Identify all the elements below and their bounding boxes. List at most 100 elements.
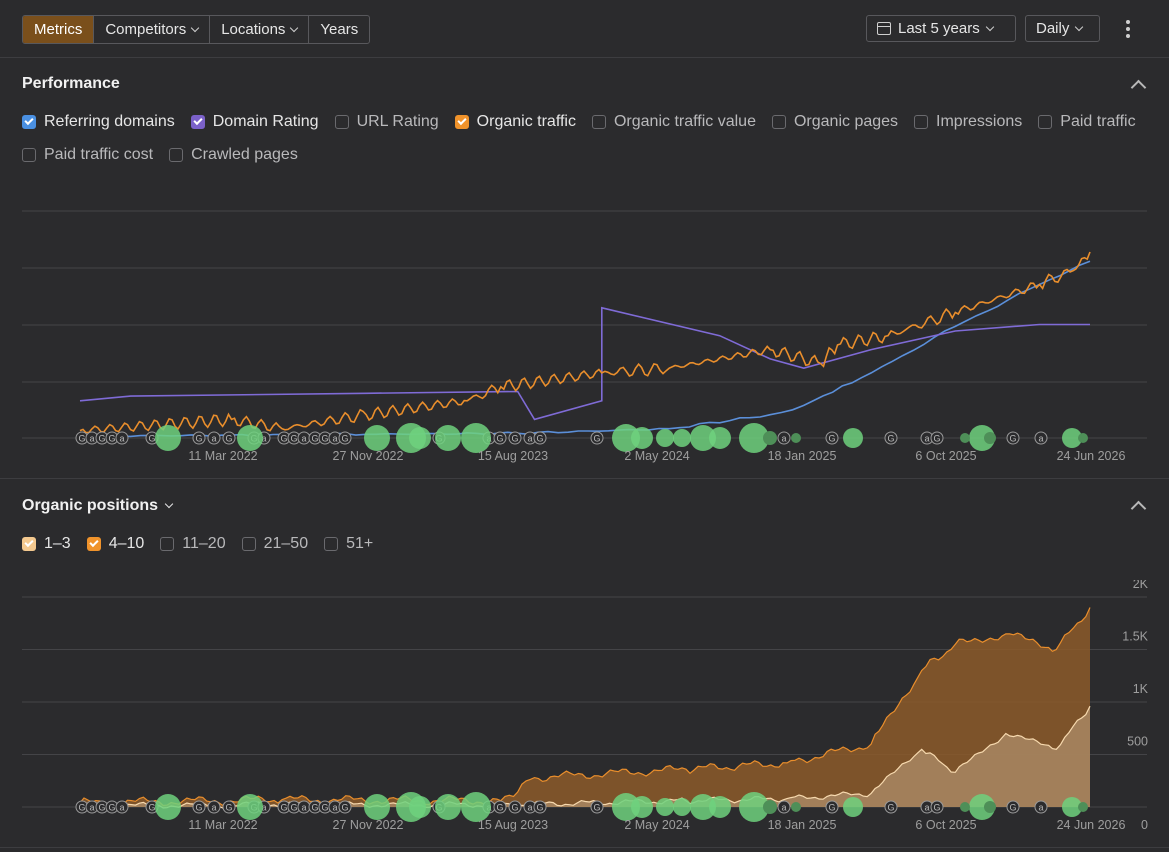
annotation-dot[interactable] bbox=[673, 429, 691, 447]
google-update-icon[interactable]: G bbox=[105, 431, 119, 445]
annotation-dot[interactable] bbox=[364, 425, 390, 451]
range-checkbox-4[interactable]: 51+ bbox=[324, 527, 373, 560]
google-update-icon[interactable]: G bbox=[590, 800, 604, 814]
annotation-dot[interactable] bbox=[739, 792, 769, 822]
collapse-positions-icon[interactable] bbox=[1130, 500, 1147, 517]
google-update-icon[interactable]: G bbox=[1006, 431, 1020, 445]
google-update-icon[interactable]: G bbox=[95, 431, 109, 445]
google-update-icon[interactable]: a bbox=[920, 431, 934, 445]
google-update-icon[interactable]: G bbox=[493, 431, 507, 445]
annotation-dot[interactable] bbox=[709, 796, 731, 818]
annotation-dot[interactable] bbox=[763, 800, 777, 814]
tab-competitors[interactable]: Competitors bbox=[94, 16, 211, 43]
annotation-dot[interactable] bbox=[631, 796, 653, 818]
annotation-dot[interactable] bbox=[364, 794, 390, 820]
google-update-icon[interactable]: G bbox=[930, 800, 944, 814]
google-update-icon[interactable]: G bbox=[508, 800, 522, 814]
google-update-icon[interactable]: G bbox=[192, 800, 206, 814]
annotation-dot[interactable] bbox=[656, 798, 674, 816]
google-update-icon[interactable]: G bbox=[825, 800, 839, 814]
annotation-dot[interactable] bbox=[461, 423, 491, 453]
annotation-dot[interactable] bbox=[969, 794, 995, 820]
tab-years[interactable]: Years bbox=[309, 16, 369, 43]
annotation-dot[interactable] bbox=[656, 429, 674, 447]
organic-positions-dropdown[interactable]: Organic positions bbox=[22, 497, 174, 515]
google-update-icon[interactable]: G bbox=[590, 431, 604, 445]
annotation-dot[interactable] bbox=[237, 425, 263, 451]
annotation-dot[interactable] bbox=[739, 423, 769, 453]
annotation-dot[interactable] bbox=[763, 431, 777, 445]
google-update-icon[interactable]: G bbox=[192, 431, 206, 445]
annotation-dot[interactable] bbox=[690, 794, 716, 820]
annotation-dot[interactable] bbox=[612, 424, 640, 452]
annotation-dot[interactable] bbox=[1062, 428, 1082, 448]
annotation-dot[interactable] bbox=[984, 432, 996, 444]
google-update-icon[interactable]: G bbox=[533, 800, 547, 814]
annotation-dot[interactable] bbox=[631, 427, 653, 449]
google-update-icon[interactable]: a bbox=[1034, 431, 1048, 445]
annotation-dot[interactable] bbox=[960, 433, 970, 443]
granularity-dropdown[interactable]: Daily bbox=[1025, 15, 1100, 42]
google-update-icon[interactable]: G bbox=[145, 800, 159, 814]
annotation-dot[interactable] bbox=[1078, 433, 1088, 443]
range-checkbox-1[interactable]: 4–10 bbox=[86, 527, 144, 560]
annotation-dot[interactable] bbox=[709, 427, 731, 449]
google-update-icon[interactable]: G bbox=[338, 431, 352, 445]
google-update-icon[interactable]: a bbox=[85, 800, 99, 814]
metric-checkbox-8[interactable]: Paid traffic cost bbox=[22, 138, 153, 171]
annotation-dot[interactable] bbox=[237, 794, 263, 820]
tab-locations[interactable]: Locations bbox=[210, 16, 310, 43]
google-update-icon[interactable]: G bbox=[508, 431, 522, 445]
google-update-icon[interactable]: G bbox=[145, 431, 159, 445]
annotation-dot[interactable] bbox=[1062, 797, 1082, 817]
annotation-dot[interactable] bbox=[435, 794, 461, 820]
google-update-icon[interactable]: a bbox=[523, 431, 537, 445]
google-update-icon[interactable]: G bbox=[884, 431, 898, 445]
google-update-icon[interactable]: G bbox=[338, 800, 352, 814]
google-update-icon[interactable]: G bbox=[884, 800, 898, 814]
collapse-performance-icon[interactable] bbox=[1130, 79, 1147, 96]
annotation-dot[interactable] bbox=[969, 425, 995, 451]
annotation-dot[interactable] bbox=[791, 433, 801, 443]
metric-checkbox-0[interactable]: Referring domains bbox=[22, 105, 175, 138]
google-update-icon[interactable]: a bbox=[115, 431, 129, 445]
annotation-dot[interactable] bbox=[673, 798, 691, 816]
annotation-dot[interactable] bbox=[155, 794, 181, 820]
google-update-icon[interactable]: a bbox=[777, 431, 791, 445]
metric-checkbox-2[interactable]: URL Rating bbox=[334, 105, 439, 138]
google-update-icon[interactable]: a bbox=[115, 800, 129, 814]
annotation-dot[interactable] bbox=[690, 425, 716, 451]
metric-checkbox-4[interactable]: Organic traffic value bbox=[591, 105, 756, 138]
metric-checkbox-9[interactable]: Crawled pages bbox=[169, 138, 298, 171]
google-update-icon[interactable]: a bbox=[1034, 800, 1048, 814]
annotation-dot[interactable] bbox=[960, 802, 970, 812]
metric-checkbox-6[interactable]: Impressions bbox=[914, 105, 1022, 138]
annotation-dot[interactable] bbox=[435, 425, 461, 451]
annotation-dot[interactable] bbox=[409, 796, 431, 818]
google-update-icon[interactable]: G bbox=[930, 431, 944, 445]
google-update-icon[interactable]: G bbox=[222, 800, 236, 814]
metric-checkbox-1[interactable]: Domain Rating bbox=[190, 105, 319, 138]
annotation-dot[interactable] bbox=[984, 801, 996, 813]
tab-metrics[interactable]: Metrics bbox=[23, 16, 95, 43]
metric-checkbox-3[interactable]: Organic traffic bbox=[454, 105, 576, 138]
annotation-dot[interactable] bbox=[155, 425, 181, 451]
annotation-dot[interactable] bbox=[791, 802, 801, 812]
google-update-icon[interactable]: G bbox=[825, 431, 839, 445]
annotation-dot[interactable] bbox=[612, 793, 640, 821]
range-checkbox-0[interactable]: 1–3 bbox=[22, 527, 71, 560]
annotation-dot[interactable] bbox=[843, 797, 863, 817]
kebab-menu-icon[interactable] bbox=[1121, 18, 1135, 40]
google-update-icon[interactable]: a bbox=[297, 431, 311, 445]
annotation-dot[interactable] bbox=[409, 427, 431, 449]
range-checkbox-3[interactable]: 21–50 bbox=[241, 527, 308, 560]
google-update-icon[interactable]: a bbox=[207, 800, 221, 814]
google-update-icon[interactable]: G bbox=[308, 431, 322, 445]
metric-checkbox-5[interactable]: Organic pages bbox=[771, 105, 898, 138]
annotation-dot[interactable] bbox=[461, 792, 491, 822]
google-update-icon[interactable]: G bbox=[533, 431, 547, 445]
annotation-dot[interactable] bbox=[1078, 802, 1088, 812]
google-update-icon[interactable]: G bbox=[1006, 800, 1020, 814]
google-update-icon[interactable]: a bbox=[207, 431, 221, 445]
annotation-dot[interactable] bbox=[843, 428, 863, 448]
